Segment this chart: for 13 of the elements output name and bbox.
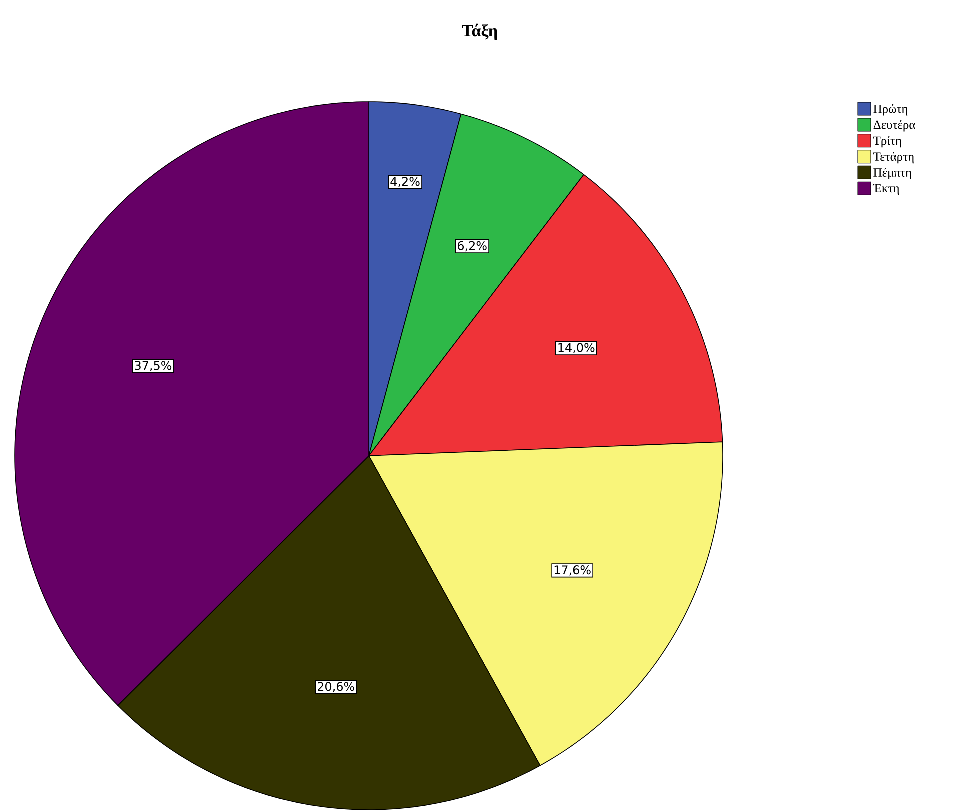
data-label: 6,2%	[458, 241, 487, 252]
legend-label: Πρώτη	[874, 104, 908, 116]
data-label: 14,0%	[558, 343, 595, 354]
legend-label: Τρίτη	[874, 136, 902, 148]
data-label: 4,2%	[390, 177, 420, 188]
legend-label: Έκτη	[872, 184, 900, 196]
data-label: 20,6%	[318, 682, 354, 692]
legend-label: Τετάρτη	[874, 152, 914, 164]
legend-label: Πέμπτη	[874, 168, 912, 180]
data-label: 37,5%	[135, 361, 172, 372]
legend-label: Δευτέρα	[874, 120, 916, 132]
chart-title: Τάξη	[462, 24, 498, 40]
data-label: 17,6%	[554, 566, 591, 576]
